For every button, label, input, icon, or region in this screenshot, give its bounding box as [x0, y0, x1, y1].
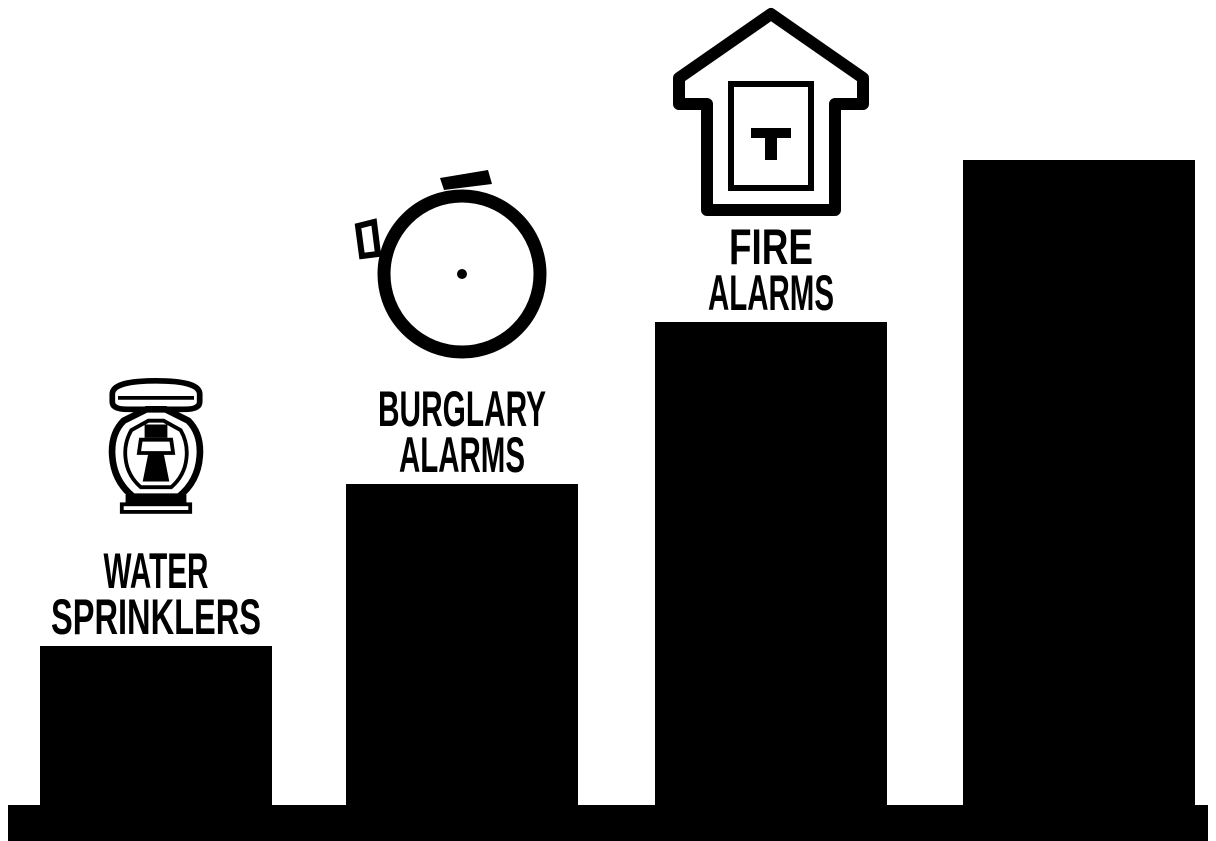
bar-4 — [963, 160, 1195, 808]
bar-label-1-line-2: SPRINKLERS — [51, 589, 261, 645]
alarm-bell-icon — [358, 170, 540, 352]
sprinkler-head-icon — [112, 381, 200, 512]
bar-label-2-line-1: BURGLARY — [378, 381, 546, 437]
bar-1 — [40, 646, 272, 808]
bar-3 — [655, 322, 887, 808]
bar-label-2-line-2: ALARMS — [399, 427, 525, 483]
chart-baseline — [8, 805, 1208, 841]
bar-label-3-line-1: FIRE — [729, 219, 813, 275]
bar-label-1-line-1: WATER — [104, 543, 209, 599]
fire-alarm-box-icon — [679, 14, 863, 210]
bar-2 — [346, 484, 578, 808]
bar-label-3-line-2: ALARMS — [708, 265, 834, 321]
